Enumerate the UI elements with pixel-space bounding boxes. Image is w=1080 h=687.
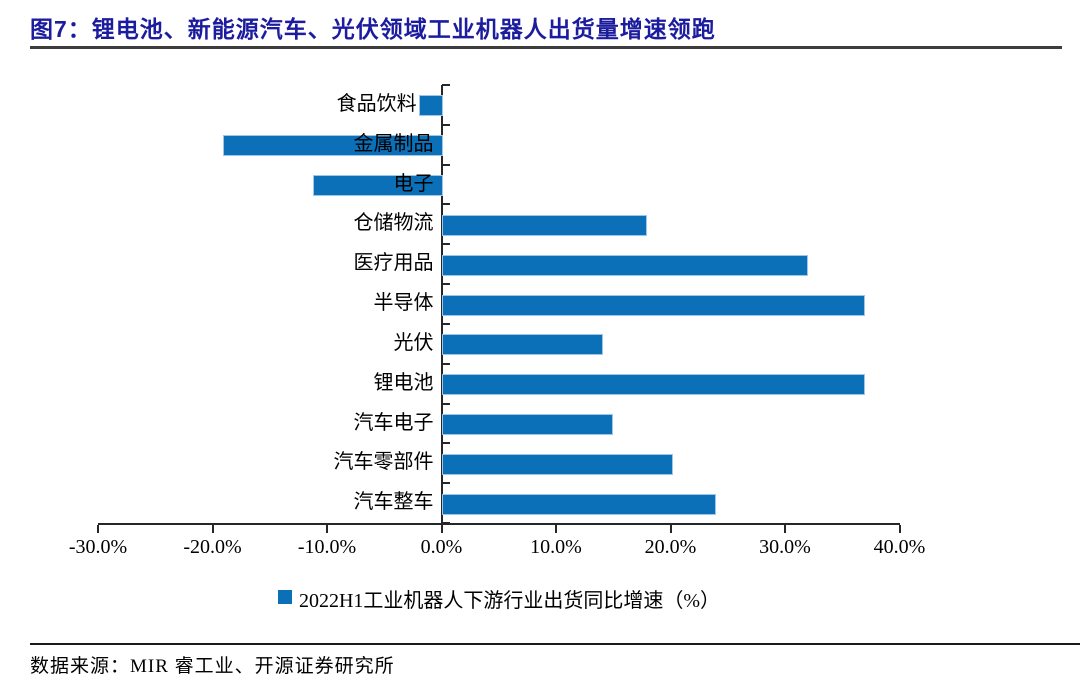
category-label: 锂电池 [373,371,434,394]
bar [441,294,865,316]
y-axis-tick [441,283,450,286]
bar [441,254,808,276]
y-axis-tick [441,163,450,166]
bar [441,453,673,475]
figure-title: 图7：锂电池、新能源汽车、光伏领域工业机器人出货量增速领跑 [30,16,716,42]
y-axis-tick [441,243,450,246]
x-axis-tick [898,525,901,533]
category-label: 汽车整车 [353,491,434,514]
category-label: 光伏 [393,331,434,354]
y-axis-tick [441,322,450,325]
x-axis-tick [555,525,557,533]
bar [441,334,603,356]
x-tick-label: 0.0% [420,536,463,558]
x-tick-label: -10.0% [297,536,357,558]
category-label: 食品饮料 [336,93,417,115]
x-tick-label: 40.0% [873,536,926,558]
data-source: 数据来源：MIR 睿工业、开源证券研究所 [30,656,395,677]
y-axis-tick [441,362,450,365]
x-tick-label: -20.0% [183,536,242,558]
x-axis-tick [211,525,214,533]
x-tick-label: -30.0% [68,536,128,558]
category-label: 汽车电子 [353,411,434,434]
y-axis-tick [441,123,450,126]
legend-marker-icon [277,590,292,604]
category-label: 仓储物流 [353,212,434,235]
x-axis-tick [326,525,328,533]
category-label: 金属制品 [353,132,434,155]
bar [441,214,648,236]
bar [418,95,444,117]
bar-chart: -30.0% -20.0% -10.0% 0.0% 10.0% 20.0% 30.0% 40.… [68,84,926,558]
bar [313,175,444,197]
chart-legend: 2022H1工业机器人下游行业出货同比增速（%） [98,584,900,613]
y-axis-tick [441,442,450,445]
legend-label: 2022H1工业机器人下游行业出货同比增速（%） [298,590,721,612]
category-label: 电子 [393,172,434,195]
y-axis-tick [441,402,450,405]
x-axis-tick [669,525,672,533]
x-tick-label: 10.0% [530,536,582,558]
x-axis-tick [784,525,786,533]
x-tick-label: 20.0% [644,536,697,558]
y-axis-tick [441,482,450,485]
x-tick-label: 30.0% [759,536,811,558]
x-axis-line [98,523,900,525]
footer-divider [30,643,1080,645]
bar [222,135,444,157]
x-axis-tick [440,525,443,533]
category-label: 半导体 [373,292,434,315]
y-axis-tick [441,84,450,86]
y-axis-tick [441,203,450,206]
category-label: 汽车零部件 [333,451,434,474]
category-label: 医疗用品 [353,252,434,275]
bar [441,493,716,515]
bar [441,413,613,435]
bar [441,374,865,396]
title-divider [30,46,1062,49]
x-axis-tick [97,525,99,533]
